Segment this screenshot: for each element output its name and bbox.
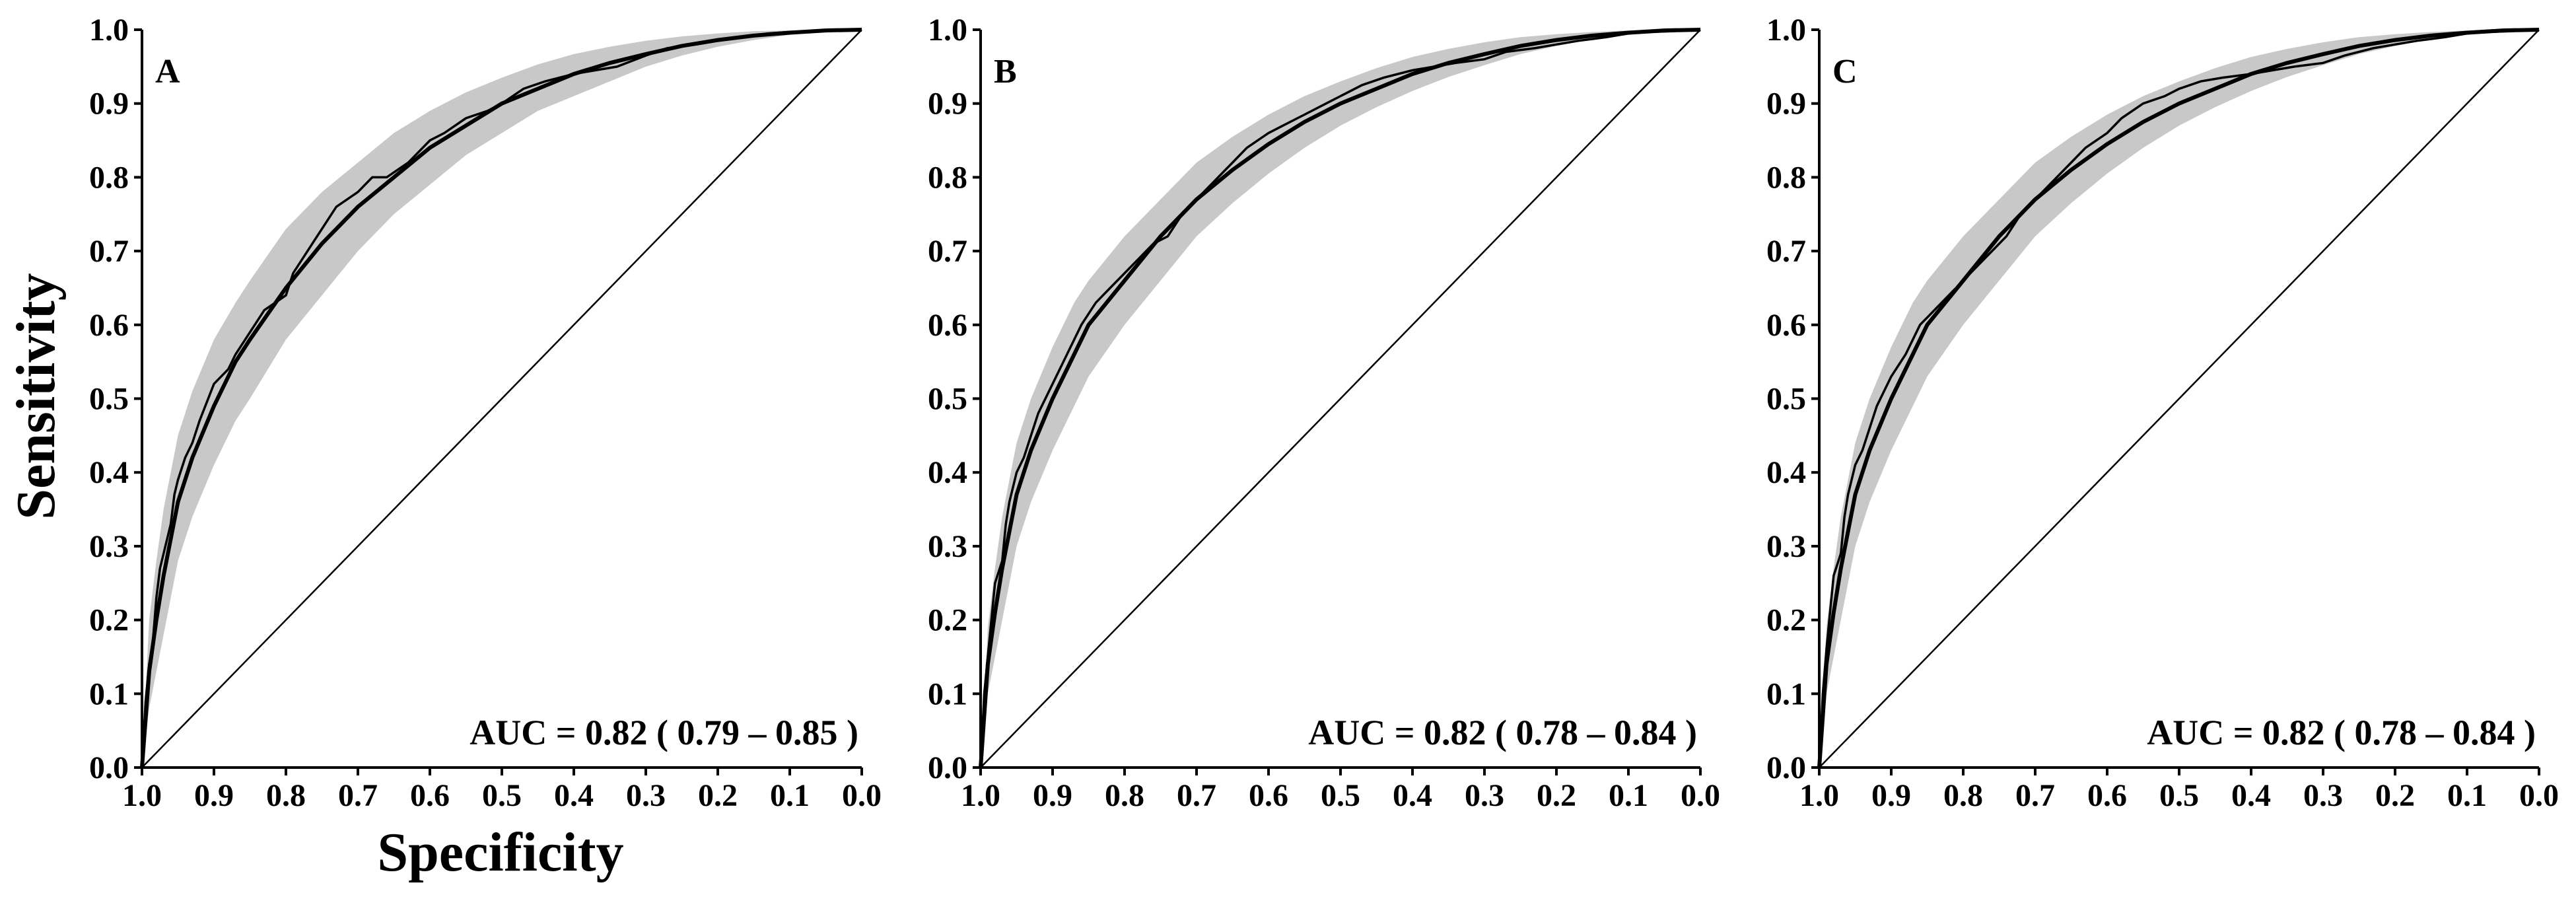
x-tick-label: 0.7: [1177, 778, 1216, 813]
y-tick-label: 1.0: [1766, 13, 1806, 48]
x-tick-label: 0.9: [194, 778, 234, 813]
y-tick-label: 0.5: [89, 382, 129, 417]
empirical-roc-curve: [1818, 28, 2540, 768]
y-tick-label: 0.0: [1766, 750, 1806, 785]
y-tick-label: 0.7: [1766, 234, 1806, 269]
x-tick-label: 0.4: [2231, 778, 2271, 813]
x-tick-label: 0.6: [2087, 778, 2127, 813]
smoothed-roc-curve: [979, 28, 1701, 768]
panel-label: C: [1832, 53, 1858, 90]
x-tick-label: 0.2: [698, 778, 738, 813]
y-tick-label: 0.0: [928, 750, 967, 785]
x-tick-label: 0.2: [1537, 778, 1576, 813]
y-tick-label: 0.2: [1766, 603, 1806, 638]
confidence-band: [1819, 30, 2539, 768]
y-tick-label: 0.2: [928, 603, 967, 638]
y-tick-label: 0.4: [89, 455, 129, 490]
x-tick-label: 0.8: [266, 778, 306, 813]
y-tick-label: 0.4: [1766, 455, 1806, 490]
y-tick-label: 0.9: [1766, 87, 1806, 122]
y-tick-label: 0.9: [89, 87, 129, 122]
confidence-band: [142, 30, 862, 768]
x-axis-title: Specificity: [377, 822, 623, 883]
auc-annotation: AUC = 0.82 ( 0.79 – 0.85 ): [470, 713, 858, 752]
x-tick-label: 0.4: [1393, 778, 1432, 813]
x-tick-label: 0.0: [1681, 778, 1720, 813]
x-tick-label: 1.0: [1799, 778, 1839, 813]
y-axis-title: Sensitivity: [5, 273, 67, 519]
panel-label: A: [155, 53, 180, 90]
roc-panel-c: 0.0 0.1 0.2 0.3 0.4 0.5 0.6 0.7 0.8 0.9 1.0 1.0 0.9 0…: [1766, 13, 2559, 813]
auc-annotation: AUC = 0.82 ( 0.78 – 0.84 ): [1308, 713, 1697, 752]
x-tick-label: 0.8: [1943, 778, 1983, 813]
x-tick-label: 0.4: [554, 778, 594, 813]
y-tick-label: 0.5: [928, 382, 967, 417]
x-tick-label: 0.2: [2375, 778, 2415, 813]
y-tick-label: 0.5: [1766, 382, 1806, 417]
roc-panel-b: 0.0 0.1 0.2 0.3 0.4 0.5 0.6 0.7 0.8 0.9 1.0 1.0 0.9 0…: [928, 13, 1720, 813]
y-tick-label: 1.0: [928, 13, 967, 48]
y-tick-label: 0.3: [1766, 529, 1806, 564]
x-tick-label: 0.1: [2447, 778, 2487, 813]
x-tick-label: 1.0: [122, 778, 162, 813]
y-tick-label: 0.7: [89, 234, 129, 269]
x-tick-label: 0.5: [1321, 778, 1360, 813]
x-tick-label: 0.6: [410, 778, 450, 813]
y-tick-label: 0.8: [928, 160, 967, 195]
x-tick-label: 0.5: [482, 778, 522, 813]
reference-diagonal: [1819, 29, 2540, 768]
x-tick-label: 0.7: [338, 778, 378, 813]
panel-label: B: [994, 53, 1017, 90]
x-tick-label: 0.1: [770, 778, 810, 813]
x-tick-label: 0.3: [1465, 778, 1504, 813]
y-tick-label: 0.7: [928, 234, 967, 269]
empirical-roc-curve: [141, 28, 862, 768]
x-tick-label: 0.0: [842, 778, 882, 813]
reference-diagonal: [141, 29, 862, 768]
y-tick-label: 0.8: [1766, 160, 1806, 195]
x-tick-label: 0.5: [2159, 778, 2199, 813]
y-tick-label: 0.0: [89, 750, 129, 785]
confidence-band: [981, 30, 1700, 768]
y-tick-label: 0.1: [89, 676, 129, 711]
y-tick-label: 0.1: [928, 676, 967, 711]
y-tick-label: 0.2: [89, 603, 129, 638]
y-tick-label: 0.6: [928, 308, 967, 343]
y-tick-label: 0.3: [928, 529, 967, 564]
x-tick-label: 0.8: [1105, 778, 1144, 813]
y-tick-label: 0.1: [1766, 676, 1806, 711]
x-tick-label: 0.7: [2015, 778, 2055, 813]
x-tick-label: 0.1: [1609, 778, 1648, 813]
x-tick-label: 0.0: [2519, 778, 2559, 813]
x-tick-label: 0.9: [1871, 778, 1911, 813]
empirical-roc-curve: [979, 28, 1701, 768]
x-tick-label: 0.3: [2303, 778, 2343, 813]
y-tick-label: 1.0: [89, 13, 129, 48]
auc-annotation: AUC = 0.82 ( 0.78 – 0.84 ): [2147, 713, 2536, 752]
y-tick-label: 0.6: [89, 308, 129, 343]
roc-panel-a: 0.0 0.1 0.2 0.3 0.4 0.5 0.6 0.7 0.8 0.9 1.0 1.0 0.9 0…: [89, 13, 882, 813]
y-tick-label: 0.4: [928, 455, 967, 490]
y-tick-label: 0.8: [89, 160, 129, 195]
x-tick-label: 0.3: [626, 778, 666, 813]
reference-diagonal: [980, 29, 1701, 768]
smoothed-roc-curve: [1817, 28, 2540, 768]
x-tick-label: 0.9: [1033, 778, 1072, 813]
y-tick-label: 0.3: [89, 529, 129, 564]
y-tick-label: 0.6: [1766, 308, 1806, 343]
y-tick-label: 0.9: [928, 87, 967, 122]
x-tick-label: 0.6: [1249, 778, 1288, 813]
x-tick-label: 1.0: [961, 778, 1000, 813]
